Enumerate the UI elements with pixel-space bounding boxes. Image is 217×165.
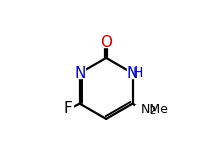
Text: N: N [127,66,138,81]
Bar [135,105,155,114]
Text: NMe: NMe [141,103,168,116]
Text: O: O [100,34,112,50]
Bar [127,68,143,78]
Bar [75,68,85,78]
Text: H: H [132,66,143,80]
Bar [101,37,111,47]
Bar [64,104,73,113]
Text: 2: 2 [149,106,155,116]
Text: N: N [74,66,85,81]
Text: F: F [64,101,73,116]
